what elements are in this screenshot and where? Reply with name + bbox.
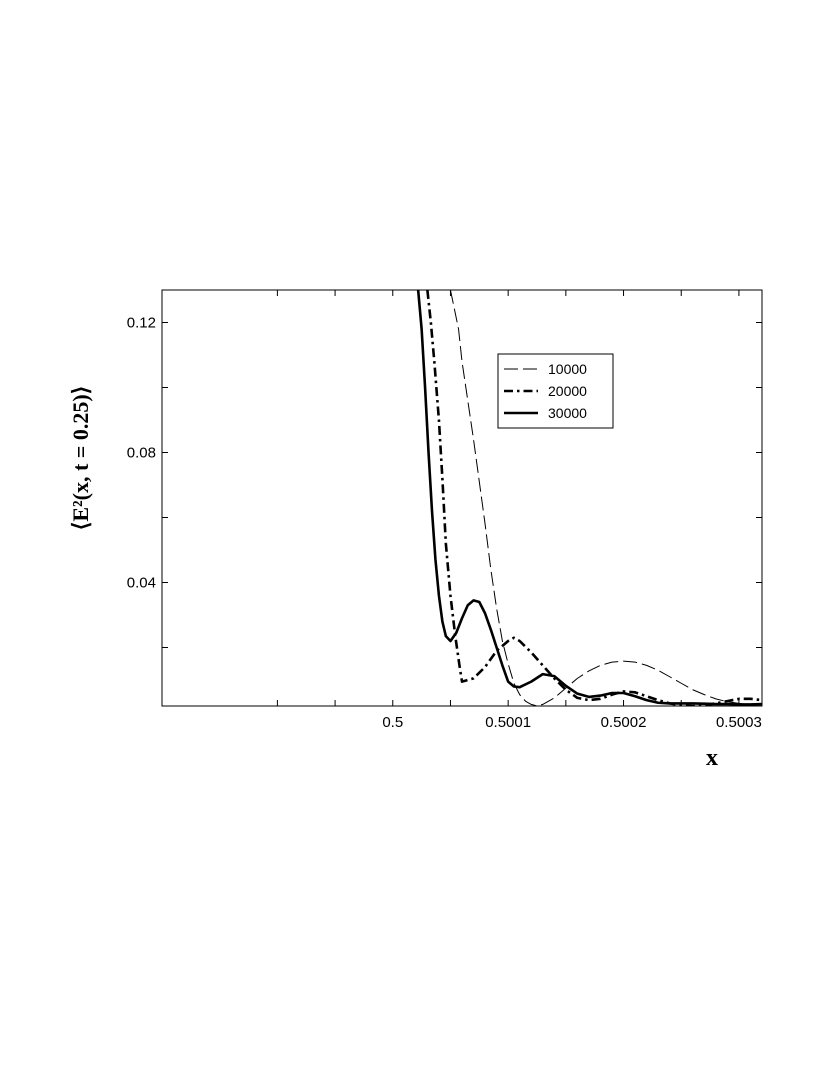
y-tick-label: 0.04 (127, 575, 156, 592)
tick-marks (162, 290, 762, 706)
x-tick-label: 0.5001 (485, 714, 531, 731)
legend-label-10000: 10000 (548, 361, 587, 377)
x-tick-label: 0.5002 (601, 714, 647, 731)
x-tick-label: 0.5003 (716, 714, 762, 731)
series-line-30000 (416, 290, 762, 706)
legend-label-20000: 20000 (548, 383, 587, 399)
series-lines (416, 290, 762, 706)
x-tick-label: 0.5 (382, 714, 403, 731)
plot-area-frame (161, 289, 763, 707)
y-tick-label: 0.12 (127, 315, 156, 332)
series-line-10000 (449, 290, 762, 706)
y-axis-title: ⟨E²(x, t = 0.25)⟩ (68, 386, 93, 530)
legend-label-30000: 30000 (548, 405, 587, 421)
series-line-20000 (426, 290, 762, 706)
x-axis-title: x (706, 745, 718, 771)
tick-labels: 0.5 0.5001 0.5002 0.5003 0.04 0.08 0.12 (127, 315, 762, 732)
y-axis-title-group: ⟨E²(x, t = 0.25)⟩ (68, 386, 93, 530)
y-tick-label: 0.08 (127, 445, 156, 462)
legend: 10000 20000 30000 (497, 353, 614, 429)
